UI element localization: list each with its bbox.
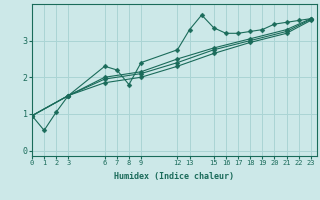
X-axis label: Humidex (Indice chaleur): Humidex (Indice chaleur) xyxy=(115,172,234,181)
